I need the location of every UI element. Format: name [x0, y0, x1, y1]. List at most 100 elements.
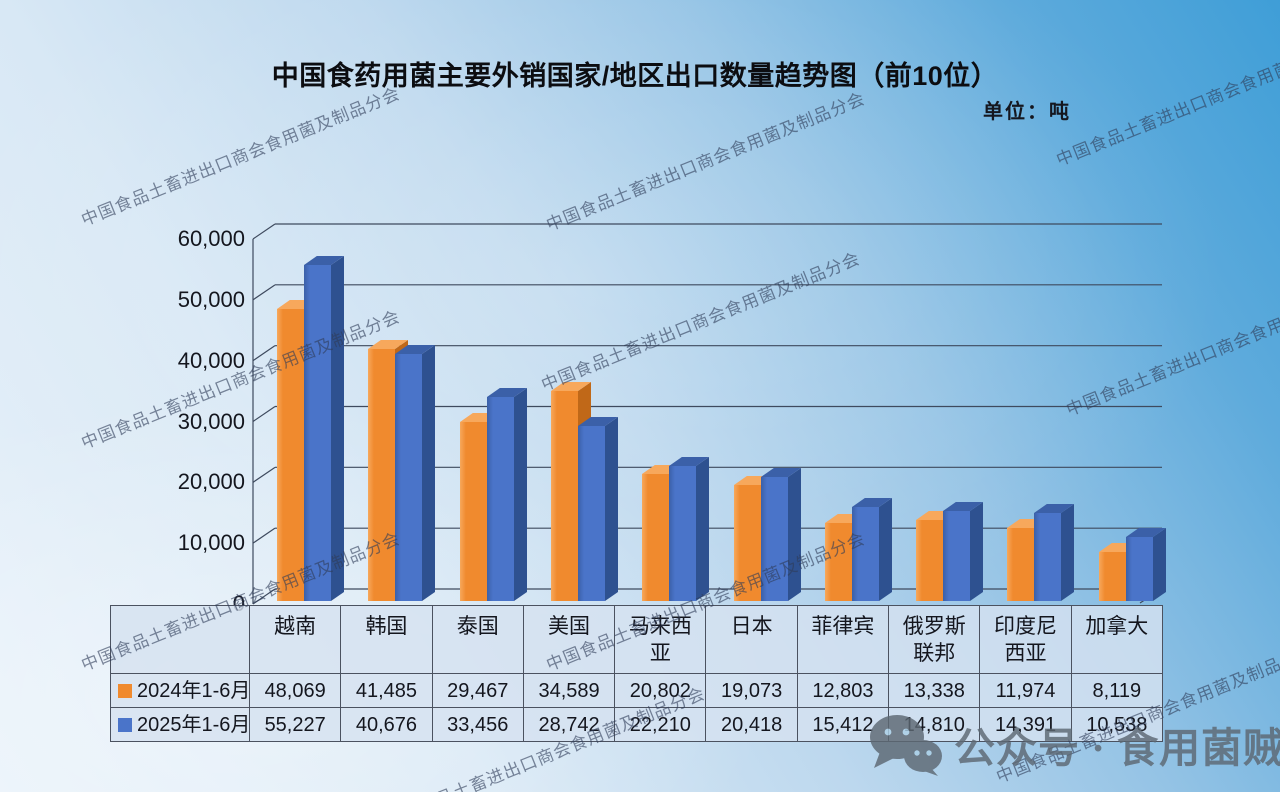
- grid-line: [252, 466, 276, 483]
- bar-side-face: [331, 255, 344, 602]
- bar-front-face: [1007, 528, 1034, 601]
- category-header-cell: 印度尼西亚: [979, 605, 1072, 674]
- table-row: 2024年1-6月 48,069 41,485 29,467 34,589 20,802 1…: [110, 673, 1163, 708]
- y-tick-label: 30,000: [177, 408, 245, 434]
- bar-side-face: [514, 387, 527, 601]
- bar-2025-日本: [761, 467, 801, 601]
- bar-front-face: [1126, 537, 1153, 601]
- value-cell: 20,802: [614, 673, 707, 708]
- bar-2024-印度尼西亚: [1007, 518, 1047, 601]
- bar-side-face: [879, 497, 892, 601]
- bar-front-face: [551, 391, 578, 601]
- bar-front-face: [578, 426, 605, 601]
- bar-2025-越南: [304, 255, 344, 602]
- value-cell: 22,210: [614, 707, 707, 742]
- bar-front-face: [1034, 513, 1061, 601]
- value-cell: 20,418: [705, 707, 798, 742]
- bar-2025-菲律宾: [852, 497, 892, 601]
- bar-2025-美国: [578, 416, 618, 601]
- grid-line: [252, 588, 276, 605]
- value-cell: 41,485: [340, 673, 433, 708]
- bar-side-face: [1061, 503, 1074, 601]
- y-tick-label: 50,000: [177, 286, 245, 312]
- chart-title: 中国食药用菌主要外销国家/地区出口数量趋势图（前10位）: [271, 61, 999, 91]
- bar-front-face: [943, 511, 970, 601]
- bar-front-face: [304, 265, 331, 601]
- bar-front-face: [277, 309, 304, 601]
- value-cell: 28,742: [522, 707, 616, 742]
- bar-front-face: [916, 520, 943, 601]
- value-cell: 48,069: [248, 673, 342, 708]
- data-table: 越南 韩国 泰国 美国 马来西亚 日本 菲律宾 俄罗斯联邦 印度尼西亚 加拿大 2024年1-6月 4…: [110, 605, 1163, 742]
- bar-side-face: [788, 467, 801, 601]
- bar-2024-菲律宾: [825, 513, 865, 601]
- grid-line: [252, 406, 276, 422]
- table-header-row: 越南 韩国 泰国 美国 马来西亚 日本 菲律宾 俄罗斯联邦 印度尼西亚 加拿大: [110, 605, 1163, 674]
- unit-label: 单位：吨: [983, 101, 1071, 123]
- brand-text: 公众号 · 食用菌贼船: [954, 725, 1280, 771]
- grid-line: [252, 284, 276, 301]
- bar-front-face: [761, 477, 788, 601]
- value-cell: 55,227: [248, 707, 342, 742]
- bar-front-face: [825, 523, 852, 601]
- bar-side-face: [605, 416, 618, 601]
- bar-2025-印度尼西亚: [1034, 503, 1074, 601]
- bar-front-face: [852, 507, 879, 601]
- grid-line: [252, 223, 276, 240]
- bar-2024-越南: [277, 299, 317, 601]
- bar-2025-马来西亚: [669, 456, 709, 601]
- series-label: 2025年1-6月: [137, 713, 250, 736]
- value-cell: 11,974: [979, 673, 1072, 708]
- bar-2024-加拿大: [1099, 542, 1139, 601]
- bar-side-face: [1153, 527, 1166, 601]
- bar-side-face: [696, 456, 709, 601]
- category-header-cell: 日本: [705, 605, 798, 674]
- bar-2024-泰国: [460, 412, 500, 601]
- bar-front-face: [1099, 552, 1126, 601]
- category-header-cell: 马来西亚: [614, 605, 707, 674]
- value-cell: 12,803: [796, 673, 890, 708]
- value-cell: 13,338: [888, 673, 981, 708]
- y-tick-label: 10,000: [177, 530, 245, 556]
- value-cell: 8,119: [1070, 673, 1163, 708]
- bar-2024-韩国: [368, 339, 408, 601]
- bar-2025-俄罗斯联邦: [943, 501, 983, 601]
- value-cell: 19,073: [705, 673, 798, 708]
- bar-2025-泰国: [487, 387, 527, 601]
- bar-2024-俄罗斯联邦: [916, 510, 956, 601]
- value-cell: 15,412: [796, 707, 890, 742]
- bar-front-face: [642, 474, 669, 601]
- bar-side-face: [422, 344, 435, 601]
- y-tick-label: 20,000: [177, 469, 245, 495]
- value-cell: 33,456: [431, 707, 524, 742]
- wechat-icon: [870, 715, 942, 776]
- category-header-cell: 美国: [522, 605, 616, 674]
- category-header-cell: 加拿大: [1070, 605, 1163, 674]
- bar-2025-加拿大: [1126, 527, 1166, 601]
- bar-front-face: [487, 397, 514, 601]
- category-header-cell: 泰国: [431, 605, 524, 674]
- y-tick-label: 60,000: [177, 226, 245, 251]
- legend-swatch-icon: [118, 717, 132, 732]
- bar-front-face: [460, 422, 487, 601]
- series-label: 2024年1-6月: [137, 679, 250, 702]
- grid-line: [252, 345, 276, 362]
- bar-2024-马来西亚: [642, 464, 682, 601]
- category-header-cell: 越南: [248, 605, 342, 674]
- table-corner-cell: [110, 605, 250, 674]
- y-tick-label: 40,000: [177, 347, 245, 373]
- bar-side-face: [970, 501, 983, 601]
- value-cell: 29,467: [431, 673, 524, 708]
- grid-line: [252, 527, 276, 544]
- brand-watermark: 公众号 · 食用菌贼船: [868, 712, 1280, 776]
- value-cell: 10,538: [1070, 707, 1163, 742]
- category-header-cell: 俄罗斯联邦: [888, 605, 981, 674]
- bar-2025-韩国: [395, 344, 435, 601]
- bar-2024-日本: [734, 475, 774, 601]
- legend-cell: 2025年1-6月: [110, 707, 250, 742]
- value-cell: 34,589: [522, 673, 616, 708]
- legend-cell: 2024年1-6月: [110, 673, 250, 708]
- legend-swatch-icon: [118, 683, 132, 698]
- bar-2024-美国: [551, 381, 591, 601]
